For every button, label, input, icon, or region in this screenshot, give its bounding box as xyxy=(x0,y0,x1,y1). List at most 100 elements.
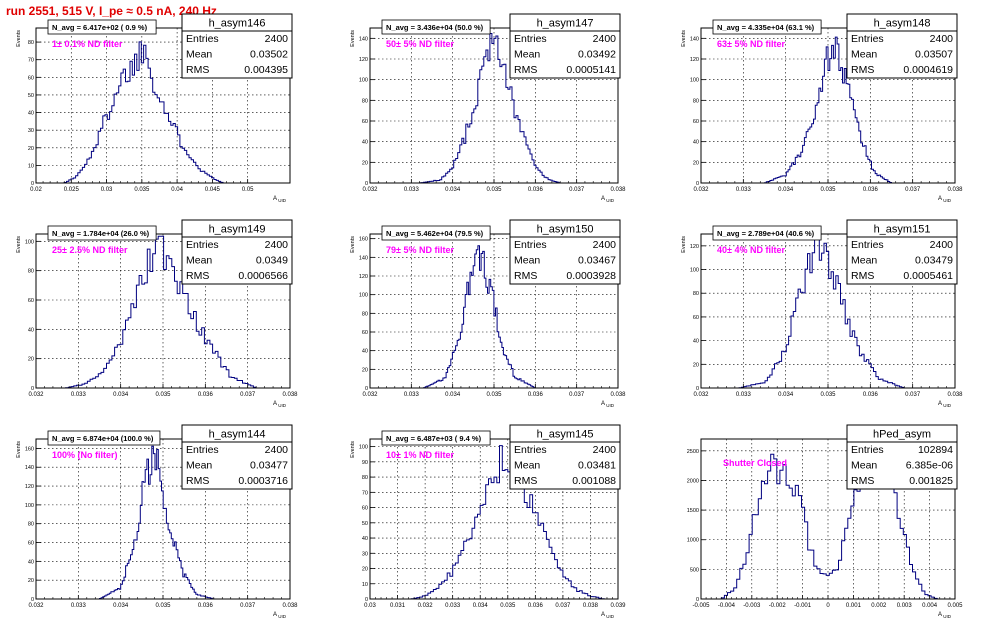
x-tick-label: 0.038 xyxy=(610,392,626,398)
y-tick-label: 160 xyxy=(359,237,368,243)
y-axis-title: Events xyxy=(350,30,356,47)
stats-label: Entries xyxy=(851,444,884,456)
stats-value: 0.03479 xyxy=(915,255,953,267)
x-tick-label: 0.036 xyxy=(863,392,879,398)
y-tick-label: 40 xyxy=(693,339,699,345)
x-tick-label: -0.004 xyxy=(718,603,736,609)
y-tick-label: 80 xyxy=(28,269,34,275)
y-tick-label: 140 xyxy=(690,36,699,42)
x-tick-label: 0.033 xyxy=(71,392,87,398)
x-tick-label: 0.036 xyxy=(528,392,544,398)
x-tick-label: 0.034 xyxy=(113,603,129,609)
x-tick-label: 0.034 xyxy=(778,187,794,193)
y-tick-label: 100 xyxy=(25,503,34,509)
filter-annotation: 25± 2.5% ND filter xyxy=(52,245,128,255)
y-axis-title: Events xyxy=(681,30,687,47)
histogram-name: h_asym146 xyxy=(209,18,266,30)
x-tick-label: 0.002 xyxy=(871,603,887,609)
navg-box xyxy=(381,225,491,241)
filter-annotation: 50± 5% ND filter xyxy=(386,39,454,49)
x-tick-label: 0.005 xyxy=(947,603,963,609)
x-axis-title: A UID xyxy=(601,401,615,408)
x-tick-label: 0.03 xyxy=(101,187,113,193)
y-tick-label: 40 xyxy=(28,327,34,333)
y-tick-label: 60 xyxy=(28,541,34,547)
x-tick-label: 0.03 xyxy=(364,603,376,609)
stats-value: 102894 xyxy=(918,444,953,456)
x-tick-label: -0.001 xyxy=(794,603,812,609)
x-tick-label: 0.033 xyxy=(445,603,461,609)
histogram-name: h_asym148 xyxy=(874,18,931,30)
x-axis-title: A UID xyxy=(938,401,952,408)
x-tick-label: 0.036 xyxy=(198,392,214,398)
navg-box xyxy=(381,19,491,35)
stats-value: 0.03507 xyxy=(915,49,953,61)
histogram-line xyxy=(410,445,605,600)
y-tick-label: 0 xyxy=(365,386,368,392)
stats-value: 0.0005141 xyxy=(566,64,616,76)
x-tick-label: 0.032 xyxy=(693,392,709,398)
histogram-line xyxy=(423,245,536,389)
stats-value: 6.385e-06 xyxy=(906,460,953,472)
histogram-name: h_asym150 xyxy=(537,224,594,236)
stats-label: Mean xyxy=(851,49,877,61)
y-tick-label: 60 xyxy=(362,330,368,336)
x-tick-label: 0.034 xyxy=(778,392,794,398)
stats-label: RMS xyxy=(851,270,874,282)
x-tick-label: 0.035 xyxy=(134,187,150,193)
y-tick-label: 100 xyxy=(359,78,368,84)
y-tick-label: 80 xyxy=(362,311,368,317)
stats-value: 0.03492 xyxy=(578,49,616,61)
x-tick-label: 0.038 xyxy=(282,392,298,398)
x-tick-label: 0.02 xyxy=(30,187,42,193)
x-tick-label: 0.032 xyxy=(28,392,44,398)
histogram-panel-h_asym151: 0.032 0.033 0.034 0.035 0.036 0.037 0.038 0 20 40… xyxy=(681,219,963,408)
histogram-name: h_asym151 xyxy=(874,224,931,236)
x-tick-label: 0.038 xyxy=(282,603,298,609)
stats-label: RMS xyxy=(514,270,537,282)
navg-label: N_avg = 1.784e+04 (26.0 %) xyxy=(52,229,150,238)
y-tick-label: 1000 xyxy=(687,538,699,544)
histogram-panel-h_asym144: 0.032 0.033 0.034 0.035 0.036 0.037 0.038 0 20 40… xyxy=(16,424,298,619)
run-title: run 2551, 515 V, I_pe ≈ 0.5 nA, 240 Hz xyxy=(6,4,217,18)
y-tick-label: 50 xyxy=(28,93,34,99)
stats-label: RMS xyxy=(514,475,537,487)
stats-box xyxy=(181,219,293,285)
stats-value: 2400 xyxy=(265,444,289,456)
stats-value: 0.0349 xyxy=(256,255,288,267)
x-tick-label: 0.033 xyxy=(71,603,87,609)
stats-value: 0.001825 xyxy=(909,475,953,487)
filter-annotation: 100% (No filter) xyxy=(52,450,118,460)
x-tick-label: -0.003 xyxy=(743,603,761,609)
y-tick-label: 0 xyxy=(31,597,34,603)
x-tick-label: 0.033 xyxy=(736,187,752,193)
stats-box xyxy=(846,13,958,79)
y-tick-label: 100 xyxy=(359,293,368,299)
filter-annotation: 10± 1% ND filter xyxy=(386,450,454,460)
histogram-name: hPed_asym xyxy=(873,429,931,441)
y-axis-title: Events xyxy=(16,30,22,47)
x-tick-label: 0.003 xyxy=(897,603,913,609)
stats-label: Entries xyxy=(851,33,884,45)
stats-value: 0.03467 xyxy=(578,255,616,267)
stats-label: Entries xyxy=(514,33,547,45)
y-tick-label: 0 xyxy=(696,181,699,187)
histogram-name: h_asym147 xyxy=(537,18,594,30)
x-tick-label: 0.038 xyxy=(610,187,626,193)
x-axis-title: A UID xyxy=(938,196,952,203)
histogram-name: h_asym144 xyxy=(209,429,266,441)
y-axis-title: Events xyxy=(350,236,356,253)
x-tick-label: 0.035 xyxy=(486,187,502,193)
stats-value: 0.03477 xyxy=(250,460,288,472)
y-tick-label: 120 xyxy=(690,244,699,250)
x-tick-label: 0.035 xyxy=(820,392,836,398)
stats-label: Entries xyxy=(186,444,219,456)
x-tick-label: 0.036 xyxy=(528,187,544,193)
navg-box xyxy=(47,225,157,241)
navg-label: N_avg = 3.436e+04 (50.0 %) xyxy=(386,23,484,32)
y-tick-label: 140 xyxy=(359,36,368,42)
stats-value: 2400 xyxy=(265,239,289,251)
stats-value: 2400 xyxy=(930,33,954,45)
y-tick-label: 60 xyxy=(362,506,368,512)
y-axis-title: Events xyxy=(350,441,356,458)
